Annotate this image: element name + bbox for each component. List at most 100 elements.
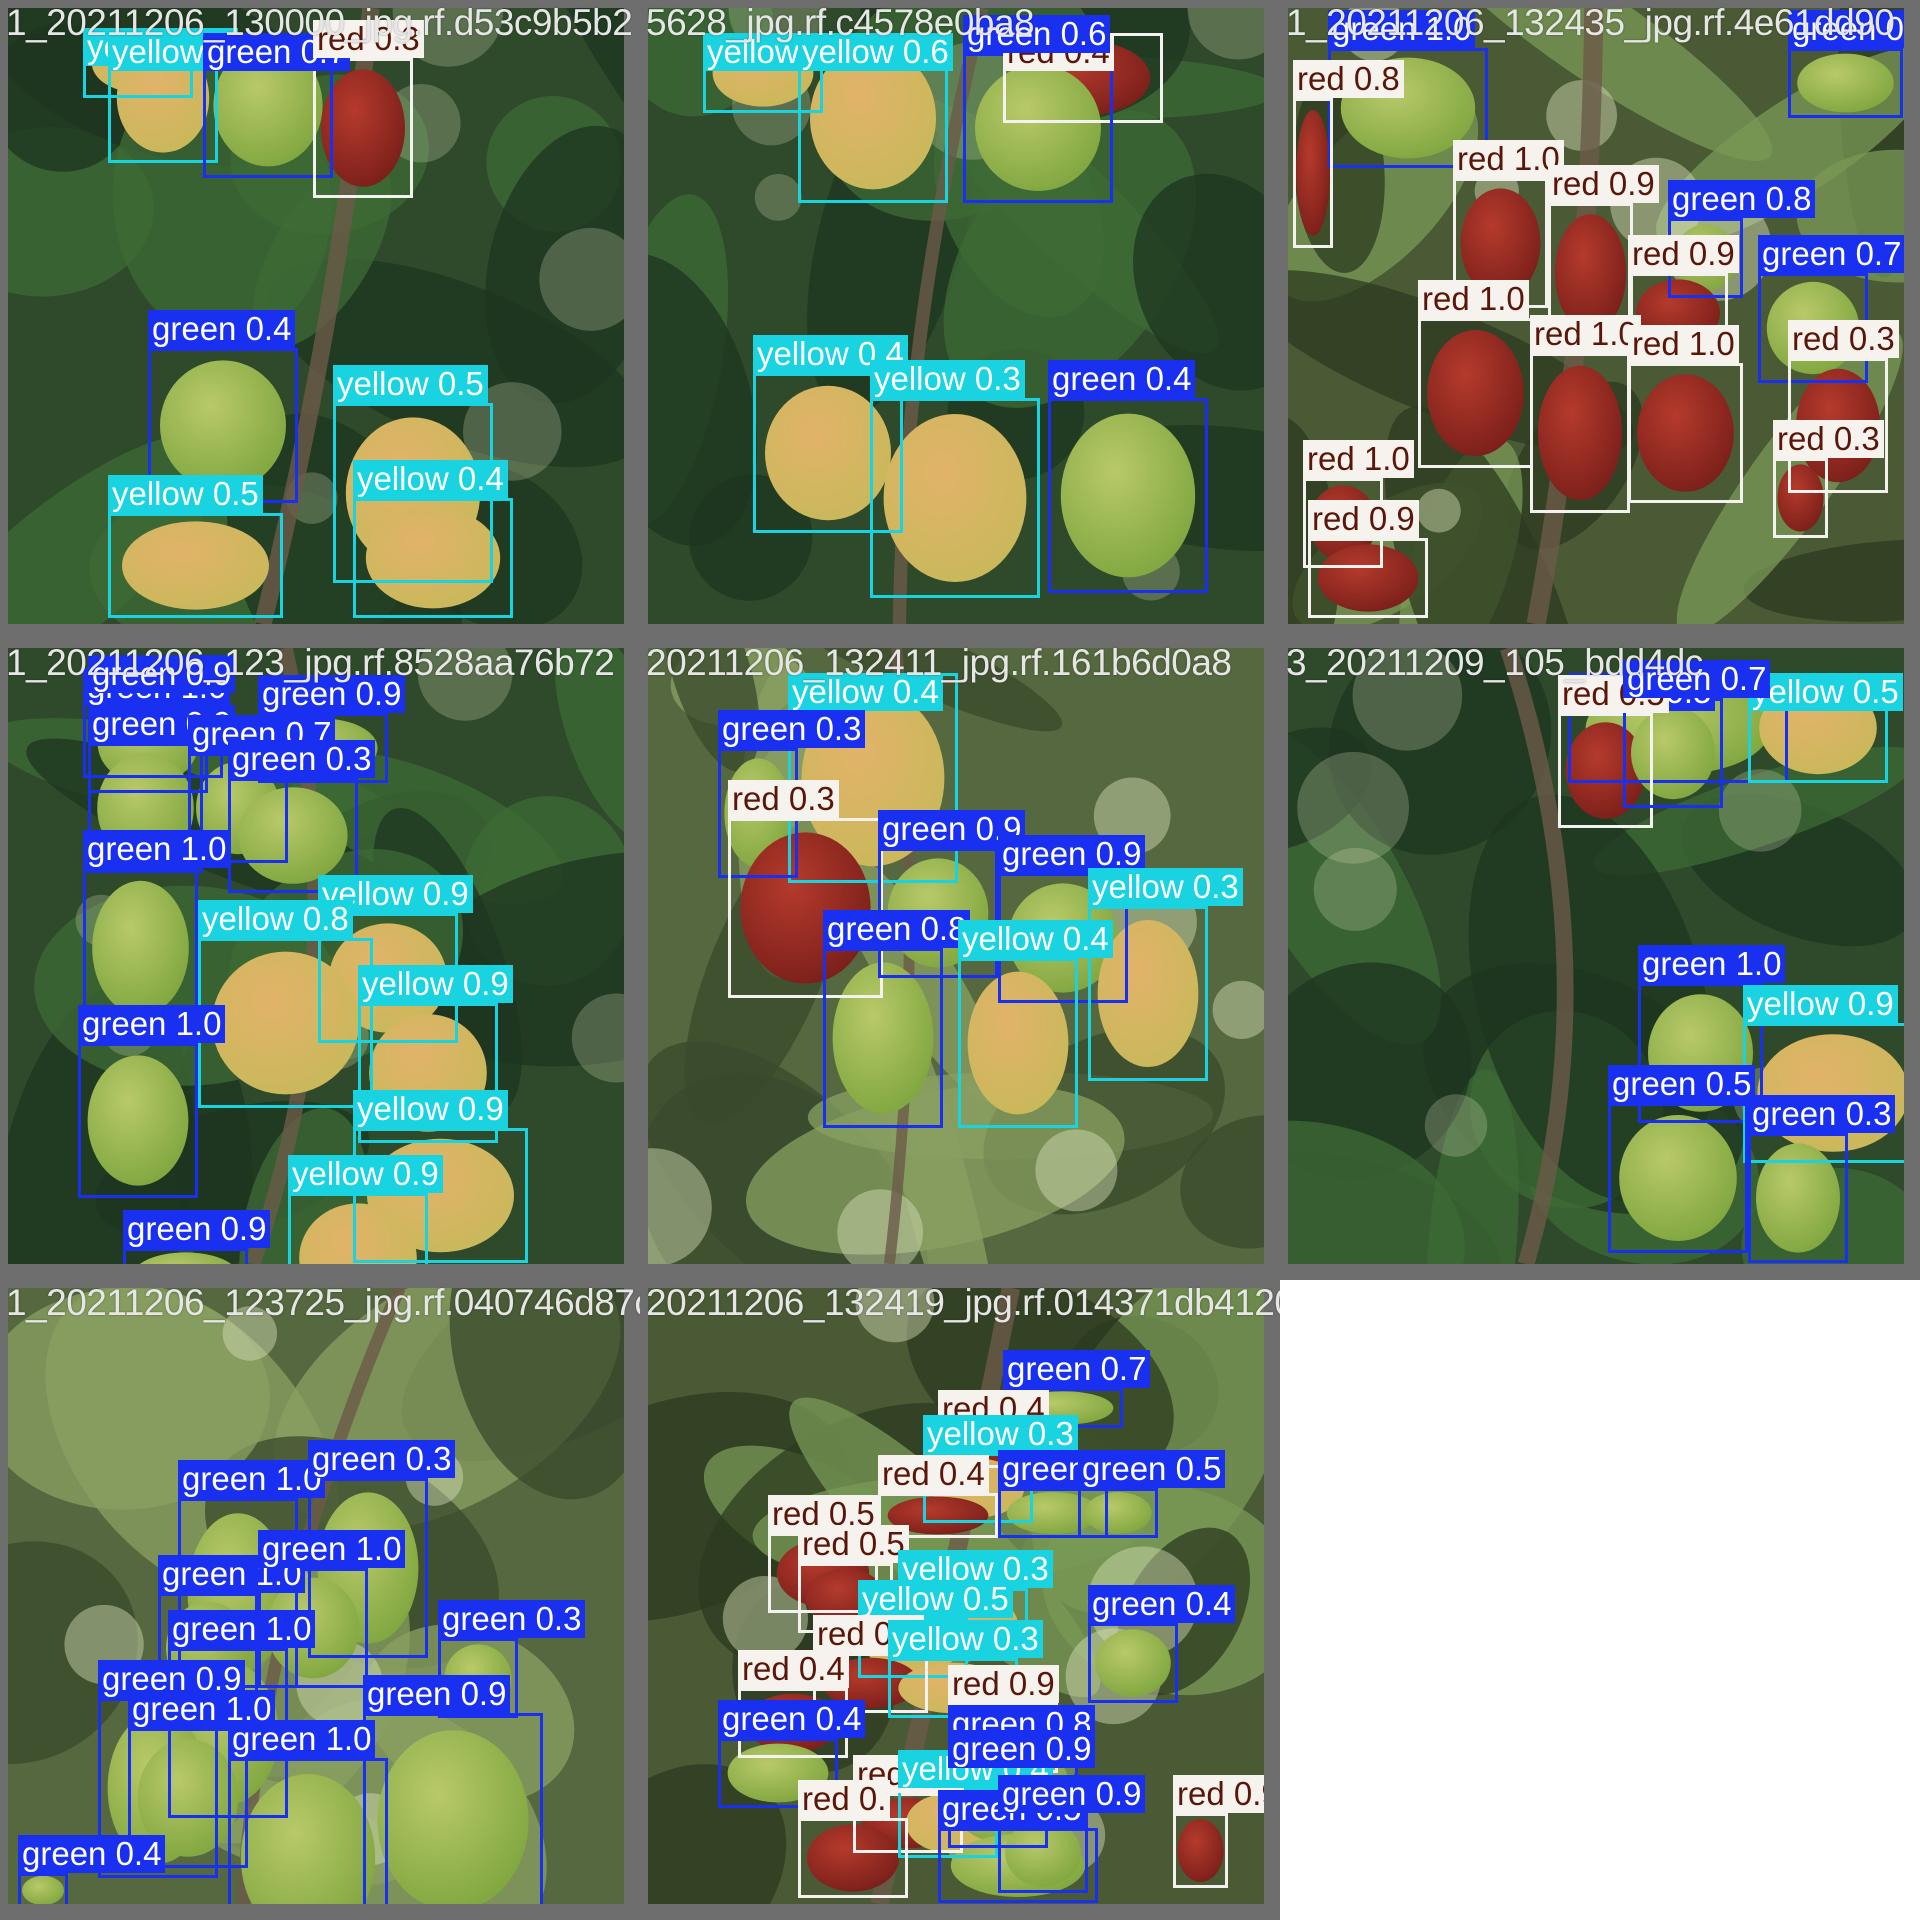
detection-label: yellow 0.3	[1088, 868, 1243, 906]
coffee-cherry-photo: yellow 0.4 green 0.3 red 0.3 green 0.9 green…	[648, 648, 1264, 1264]
detection-label: red 0.3	[1773, 420, 1884, 458]
detection-box-green	[83, 868, 198, 1028]
detection-label: green 0.7	[1758, 235, 1904, 273]
detection-box-red	[798, 1818, 908, 1898]
detection-box-yellow	[288, 1193, 428, 1264]
detection-label: red 0.4	[878, 1455, 989, 1493]
detection-label: green 0.5	[1078, 1450, 1226, 1488]
detection-box-green	[1638, 983, 1763, 1123]
detection-box-red	[1773, 458, 1828, 538]
detection-label: yellow 0.9	[288, 1155, 443, 1193]
detection-box-green	[998, 1488, 1108, 1538]
detection-label: green 0.5	[1608, 1065, 1756, 1103]
coffee-cherry	[22, 1875, 64, 1904]
coffee-cherry	[1177, 1819, 1224, 1882]
detection-label: green 1.0	[178, 1460, 326, 1498]
detection-box-green	[718, 1738, 838, 1808]
detection-label: green 0.9	[258, 675, 406, 713]
detection-label: green 0.3	[1748, 1095, 1896, 1133]
detection-label: red 1.0	[1530, 315, 1641, 353]
detection-label: green 1.0	[78, 1005, 226, 1043]
detection-box-red	[1530, 353, 1630, 513]
detection-box-yellow	[353, 498, 513, 618]
detection-box-green	[963, 53, 1113, 203]
detection-label: yellow 0.4	[353, 460, 508, 498]
coffee-cherry	[806, 1824, 900, 1892]
coffee-cherry	[1538, 365, 1622, 501]
detection-label: green 0.9	[88, 655, 236, 693]
detection-label: green 0.7	[1003, 1350, 1151, 1388]
coffee-cherry	[810, 46, 936, 190]
detection-label: red 1.0	[1303, 440, 1414, 478]
detection-label: green 0.9	[1788, 10, 1904, 48]
detection-label: yellow 0.3	[888, 1620, 1043, 1658]
detection-label: yellow 0.9	[318, 875, 473, 913]
mosaic-tile: green 1.0 green 0.3 green 1.0 green 1.0 gree…	[0, 1280, 640, 1920]
coffee-cherry	[213, 44, 323, 167]
coffee-cherry	[139, 1252, 232, 1264]
detection-label: red 0.9	[1308, 500, 1419, 538]
detection-label: green 0.9	[998, 835, 1146, 873]
detection-label: yellow 0.5	[108, 475, 263, 513]
detection-label: green 0.3	[438, 1600, 586, 1638]
detection-box-red	[1293, 98, 1333, 248]
detection-label: yellow 0.5	[1748, 673, 1903, 711]
coffee-cherry	[1756, 1143, 1840, 1253]
detection-box-green	[228, 1758, 388, 1904]
detection-label: red 1.0	[1453, 140, 1564, 178]
detection-box-green	[1623, 698, 1723, 808]
detection-label: yellow 0.9	[358, 965, 513, 1003]
detection-label: yellow 0.9	[1743, 985, 1898, 1023]
detection-label: red 0.9	[1548, 165, 1659, 203]
detection-label: yellow 0.6	[798, 33, 953, 71]
detection-label: red 1.0	[1418, 280, 1529, 318]
detection-label: green 0.9	[123, 1210, 271, 1248]
coffee-cherry	[1097, 920, 1199, 1067]
detection-label: red 0.	[798, 1780, 891, 1818]
detection-label: red 0.9	[1628, 235, 1739, 273]
detection-box-green	[1078, 1488, 1158, 1538]
coffee-cherry	[1095, 1629, 1171, 1697]
coffee-cherry	[1005, 1819, 1081, 1887]
detection-box-red	[1558, 713, 1653, 828]
detection-label: yellow 0.8	[198, 900, 353, 938]
coffee-cherry	[240, 1774, 376, 1904]
coffee-cherry	[365, 507, 501, 609]
detection-label: green 0.4	[148, 310, 296, 348]
coffee-cherry	[1296, 110, 1330, 236]
detection-label: red 0.3	[728, 780, 839, 818]
detection-label: yellow 0.3	[923, 1415, 1078, 1453]
detection-box-red	[728, 818, 883, 998]
coffee-cherry	[1084, 1492, 1152, 1534]
detection-label: green 0.3	[718, 710, 866, 748]
detection-label: green 1.0	[128, 1690, 276, 1728]
detection-box-green	[938, 1828, 1098, 1903]
detection-label: green 0.9	[998, 1775, 1146, 1813]
detection-label: yellow 0.4	[958, 920, 1113, 958]
detection-label: yellow 0.3	[870, 360, 1025, 398]
coffee-cherry-photo: green 1.0 green 0.3 green 1.0 green 1.0 gree…	[8, 1288, 624, 1904]
detection-box-green	[363, 1713, 543, 1904]
detection-label: green 0.6	[963, 15, 1111, 53]
coffee-cherry	[87, 1055, 189, 1186]
coffee-cherry	[377, 1730, 529, 1904]
coffee-cherry	[975, 65, 1101, 191]
detection-label: red 0.4	[738, 1650, 849, 1688]
detection-label: green 0.9	[363, 1675, 511, 1713]
detection-label: green 0.4	[718, 1700, 866, 1738]
detection-label: green 1.0	[1638, 945, 1786, 983]
mosaic-tile: green 0.7 red 0.4 yellow 0.3 red 0.4 green 0…	[640, 1280, 1280, 1920]
coffee-cherry	[238, 787, 348, 884]
coffee-cherry	[883, 414, 1027, 582]
detection-label: green 0.4	[18, 1835, 166, 1873]
detection-label: green 0.7	[1623, 660, 1771, 698]
detection-label: yellow 0.4	[788, 673, 943, 711]
detection-box-red	[1418, 318, 1533, 468]
mosaic-tile: green 1.0 green 0.9 green 0.9 green 0.9 gree…	[0, 640, 640, 1280]
detection-box-yellow	[958, 958, 1078, 1128]
detection-label: green 0.4	[1048, 360, 1196, 398]
